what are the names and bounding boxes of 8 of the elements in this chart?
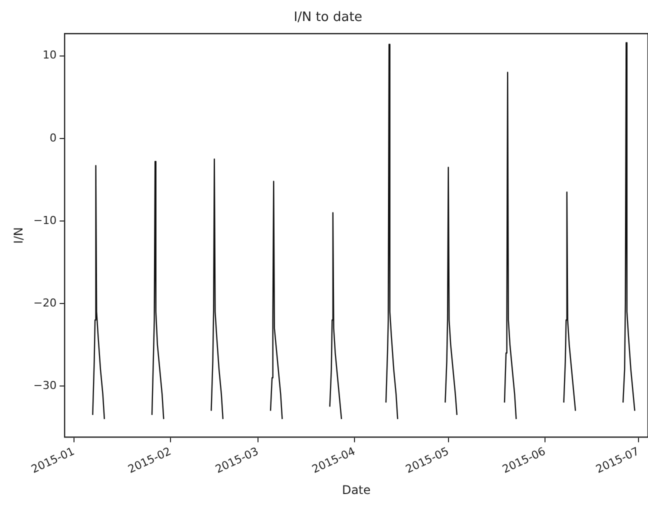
- y-tick-label: 0: [50, 131, 57, 144]
- y-tick-label: −30: [33, 378, 57, 392]
- y-axis-title: I/N: [11, 227, 26, 244]
- chart-title: I/N to date: [294, 10, 362, 26]
- x-axis-title: Date: [342, 482, 371, 497]
- y-tick-label: −20: [33, 296, 57, 310]
- y-tick-label: −10: [33, 214, 57, 227]
- y-tick-label: 10: [42, 48, 57, 62]
